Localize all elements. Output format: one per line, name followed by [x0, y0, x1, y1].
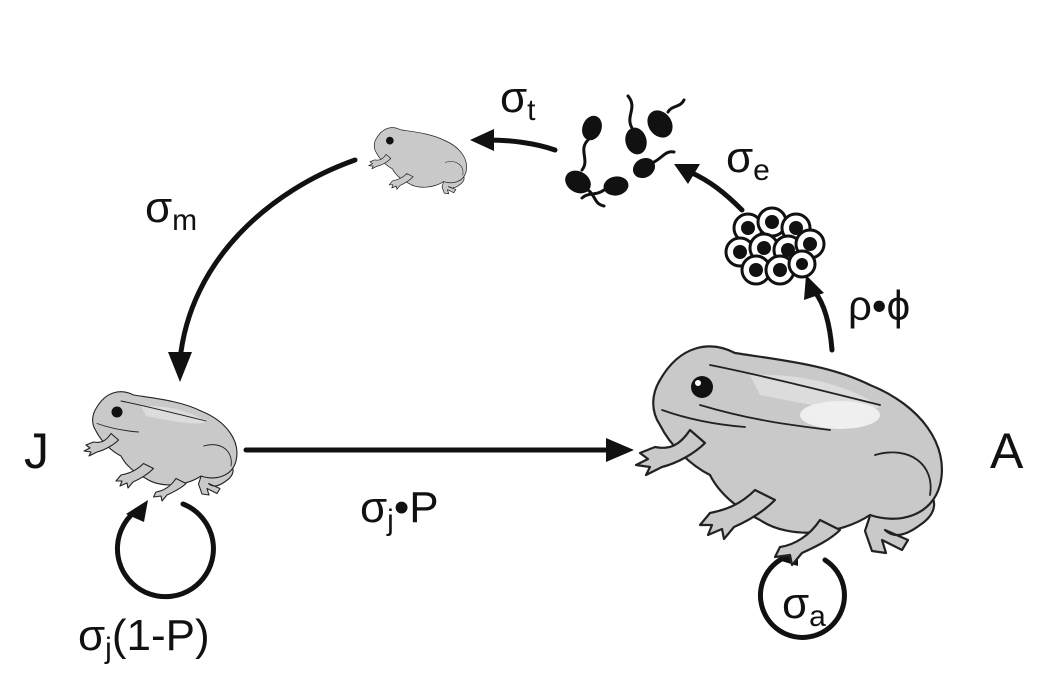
- metamorph-frog-illustration: [368, 127, 467, 195]
- label-sigma-e: σe: [726, 133, 770, 187]
- label-sigma-a: σa: [782, 579, 826, 633]
- arrow-tadpoles-to-metamorph: [470, 129, 558, 153]
- tadpole: [625, 94, 647, 155]
- tadpole: [647, 98, 686, 138]
- tadpole: [632, 150, 676, 179]
- label-rho-phi: ρ•ϕ: [848, 282, 910, 329]
- tadpole: [565, 170, 606, 208]
- egg-mass-illustration: [724, 206, 826, 286]
- juvenile-frog-illustration: [83, 391, 238, 502]
- label-sigma-m: σm: [145, 183, 197, 237]
- tadpole: [580, 115, 602, 172]
- tadpoles-illustration: [565, 94, 686, 208]
- arrow-adult-to-eggs: [804, 275, 835, 353]
- label-adult-stage: A: [990, 423, 1024, 479]
- arrow-juvenile-to-adult: [243, 438, 634, 462]
- label-sigma-t: σt: [500, 73, 536, 127]
- tadpole: [580, 176, 629, 200]
- label-sigma-j-p: σj•P: [360, 483, 439, 537]
- adult-frog-illustration: [634, 345, 943, 567]
- loop-juvenile-stay: [114, 500, 216, 600]
- label-juvenile-stage: J: [24, 423, 49, 479]
- arrow-eggs-to-tadpoles: [674, 164, 745, 213]
- label-sigma-j-1-minus-p: σj(1-P): [78, 611, 210, 665]
- arrow-metamorph-to-juvenile: [168, 157, 358, 382]
